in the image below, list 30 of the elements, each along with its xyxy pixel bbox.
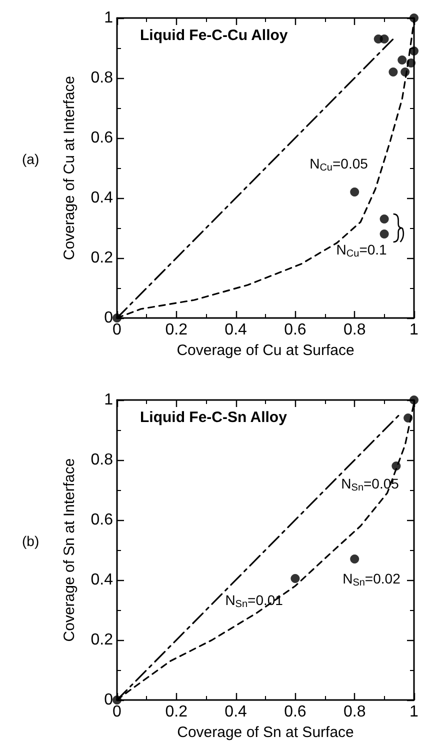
y-tick-label: 0.4 (90, 572, 114, 588)
y-tick-label: 0.8 (90, 452, 114, 468)
y-tick-label: 0.8 (90, 70, 114, 86)
y-tick-label: 0.4 (90, 190, 114, 206)
x-tick-label: 0.8 (343, 322, 366, 338)
x-tick-label: 0.4 (224, 322, 248, 338)
x-tick-label: 0.6 (284, 704, 306, 720)
y-tick-label: 0.2 (90, 250, 114, 266)
text: Liquid Fe-C-Sn Alloy (140, 409, 288, 426)
x-tick-label: 0.4 (224, 704, 248, 720)
text: (b) (22, 533, 40, 549)
y-tick-label: 0 (104, 692, 114, 708)
x-tick-label: 0.2 (165, 704, 188, 720)
text: (a) (22, 151, 40, 167)
y-axis-title: Coverage of Cu at Interface (61, 76, 78, 260)
y-tick-label: 0.6 (90, 130, 114, 146)
x-tick-label: 0.6 (284, 322, 306, 338)
x-axis-title: Coverage of Cu at Surface (176, 342, 354, 359)
x-tick-label: 1 (410, 322, 419, 338)
y-tick-label: 0.2 (90, 632, 114, 648)
x-tick-label: 1 (410, 704, 419, 720)
x-tick-label: 0.8 (343, 704, 366, 720)
y-tick-label: 0 (104, 310, 114, 326)
text: Liquid Fe-C-Cu Alloy (140, 27, 288, 44)
y-tick-label: 1 (104, 392, 114, 408)
y-tick-label: 0.6 (90, 512, 114, 528)
y-axis-title: Coverage of Sn at Interface (61, 458, 78, 642)
x-tick-label: 0.2 (165, 322, 188, 338)
y-tick-label: 1 (104, 10, 114, 26)
x-axis-title: Coverage of Sn at Surface (177, 724, 354, 741)
